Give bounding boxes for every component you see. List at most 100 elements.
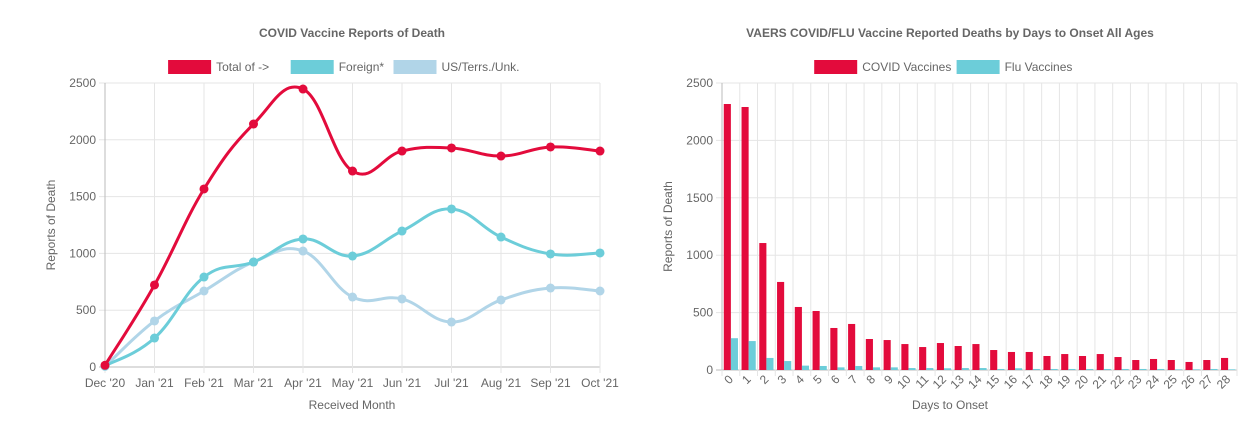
y-tick-label: 1000 xyxy=(686,248,713,262)
legend-label: Foreign* xyxy=(339,60,385,74)
x-tick-label: Jun '21 xyxy=(383,376,422,390)
bar-covid xyxy=(741,106,749,371)
bar-covid xyxy=(830,327,838,370)
data-point xyxy=(249,119,258,129)
bar-flu xyxy=(926,368,934,370)
data-point xyxy=(199,286,209,296)
bar-covid xyxy=(1167,360,1175,370)
x-tick-label: 28 xyxy=(1214,372,1234,392)
x-tick-label: 1 xyxy=(739,372,754,387)
data-point xyxy=(595,146,605,156)
x-axis-title: Days to Onset xyxy=(912,398,989,412)
bar-flu xyxy=(1086,368,1094,370)
data-point xyxy=(100,360,110,370)
bar-covid xyxy=(777,281,785,370)
x-tick-label: 4 xyxy=(792,372,807,387)
data-point xyxy=(546,283,555,293)
data-point xyxy=(150,280,159,290)
bar-flu xyxy=(943,368,952,370)
bar-covid xyxy=(1025,351,1033,370)
data-point xyxy=(199,272,209,282)
bar-flu xyxy=(1050,368,1058,370)
x-tick-label: Jan '21 xyxy=(135,376,174,390)
bar-flu xyxy=(748,341,756,370)
x-tick-label: Apr '21 xyxy=(284,376,322,390)
chart-title: COVID Vaccine Reports of Death xyxy=(259,26,445,40)
bar-covid xyxy=(1221,357,1229,370)
bar-covid xyxy=(794,306,802,370)
x-axis-title: Received Month xyxy=(309,398,396,412)
x-tick-label: 9 xyxy=(881,372,896,387)
y-tick-label: 2000 xyxy=(69,133,96,147)
bar-covid xyxy=(812,310,820,370)
x-tick-label: Mar '21 xyxy=(234,376,274,390)
legend-label: Total of -> xyxy=(216,60,269,74)
bar-covid xyxy=(972,344,980,370)
bar-flu xyxy=(801,365,810,370)
y-tick-label: 2000 xyxy=(686,133,713,147)
data-point xyxy=(496,295,506,305)
bar-covid xyxy=(848,323,856,370)
data-point xyxy=(546,249,555,259)
bar-flu xyxy=(1210,368,1218,370)
bar-flu xyxy=(1032,368,1040,370)
x-tick-label: 6 xyxy=(828,372,843,387)
bar-flu xyxy=(784,361,792,370)
y-tick-label: 0 xyxy=(89,360,96,374)
bar-flu xyxy=(1103,368,1111,370)
data-point xyxy=(397,294,407,304)
bar-covid xyxy=(865,339,873,370)
y-tick-label: 1000 xyxy=(69,246,96,260)
x-tick-label: 3 xyxy=(775,372,790,387)
data-point xyxy=(397,226,407,236)
y-tick-label: 500 xyxy=(693,306,713,320)
bar-flu xyxy=(961,368,969,370)
bar-flu xyxy=(1015,368,1023,370)
data-point xyxy=(397,146,407,156)
legend-label: US/Terrs./Unk. xyxy=(442,60,520,74)
data-point xyxy=(150,333,159,343)
bar-covid xyxy=(1203,360,1211,370)
legend-label: Flu Vaccines xyxy=(1005,60,1073,74)
y-tick-label: 2500 xyxy=(686,76,713,90)
bar-flu xyxy=(819,365,827,370)
legend-swatch xyxy=(956,60,1000,74)
bar-covid xyxy=(1114,357,1122,370)
data-point xyxy=(447,143,456,153)
bar-flu xyxy=(837,367,845,370)
data-point xyxy=(447,317,456,327)
x-tick-label: 10 xyxy=(894,372,914,392)
bar-covid xyxy=(883,340,891,370)
data-point xyxy=(546,142,555,152)
data-point xyxy=(595,248,605,258)
x-tick-label: Oct '21 xyxy=(581,376,619,390)
y-tick-label: 0 xyxy=(706,363,713,377)
data-point xyxy=(298,246,308,256)
data-point xyxy=(298,84,308,94)
x-tick-label: Aug '21 xyxy=(481,376,522,390)
bar-flu xyxy=(1157,368,1165,370)
data-point xyxy=(199,184,209,194)
bar-covid xyxy=(919,347,927,370)
data-point xyxy=(298,234,308,244)
legend-label: COVID Vaccines xyxy=(862,60,951,74)
data-point xyxy=(496,151,506,161)
bar-flu xyxy=(979,368,987,370)
bar-flu xyxy=(730,338,738,370)
bar-flu xyxy=(1174,369,1182,370)
bar-covid xyxy=(1096,354,1104,370)
bar-covid xyxy=(1007,351,1016,370)
data-point xyxy=(447,204,456,214)
chart-title: VAERS COVID/FLU Vaccine Reported Deaths … xyxy=(746,26,1154,40)
x-tick-label: Jul '21 xyxy=(434,376,469,390)
bar-covid xyxy=(759,243,767,370)
legend-swatch xyxy=(814,60,858,74)
data-point xyxy=(348,251,357,261)
bar-flu xyxy=(997,368,1005,370)
bar-covid xyxy=(1061,354,1069,370)
x-tick-label: Sep '21 xyxy=(530,376,571,390)
bar-covid xyxy=(901,344,909,370)
bar-flu xyxy=(766,357,774,370)
legend-swatch xyxy=(393,60,437,74)
bar-flu xyxy=(855,365,863,370)
